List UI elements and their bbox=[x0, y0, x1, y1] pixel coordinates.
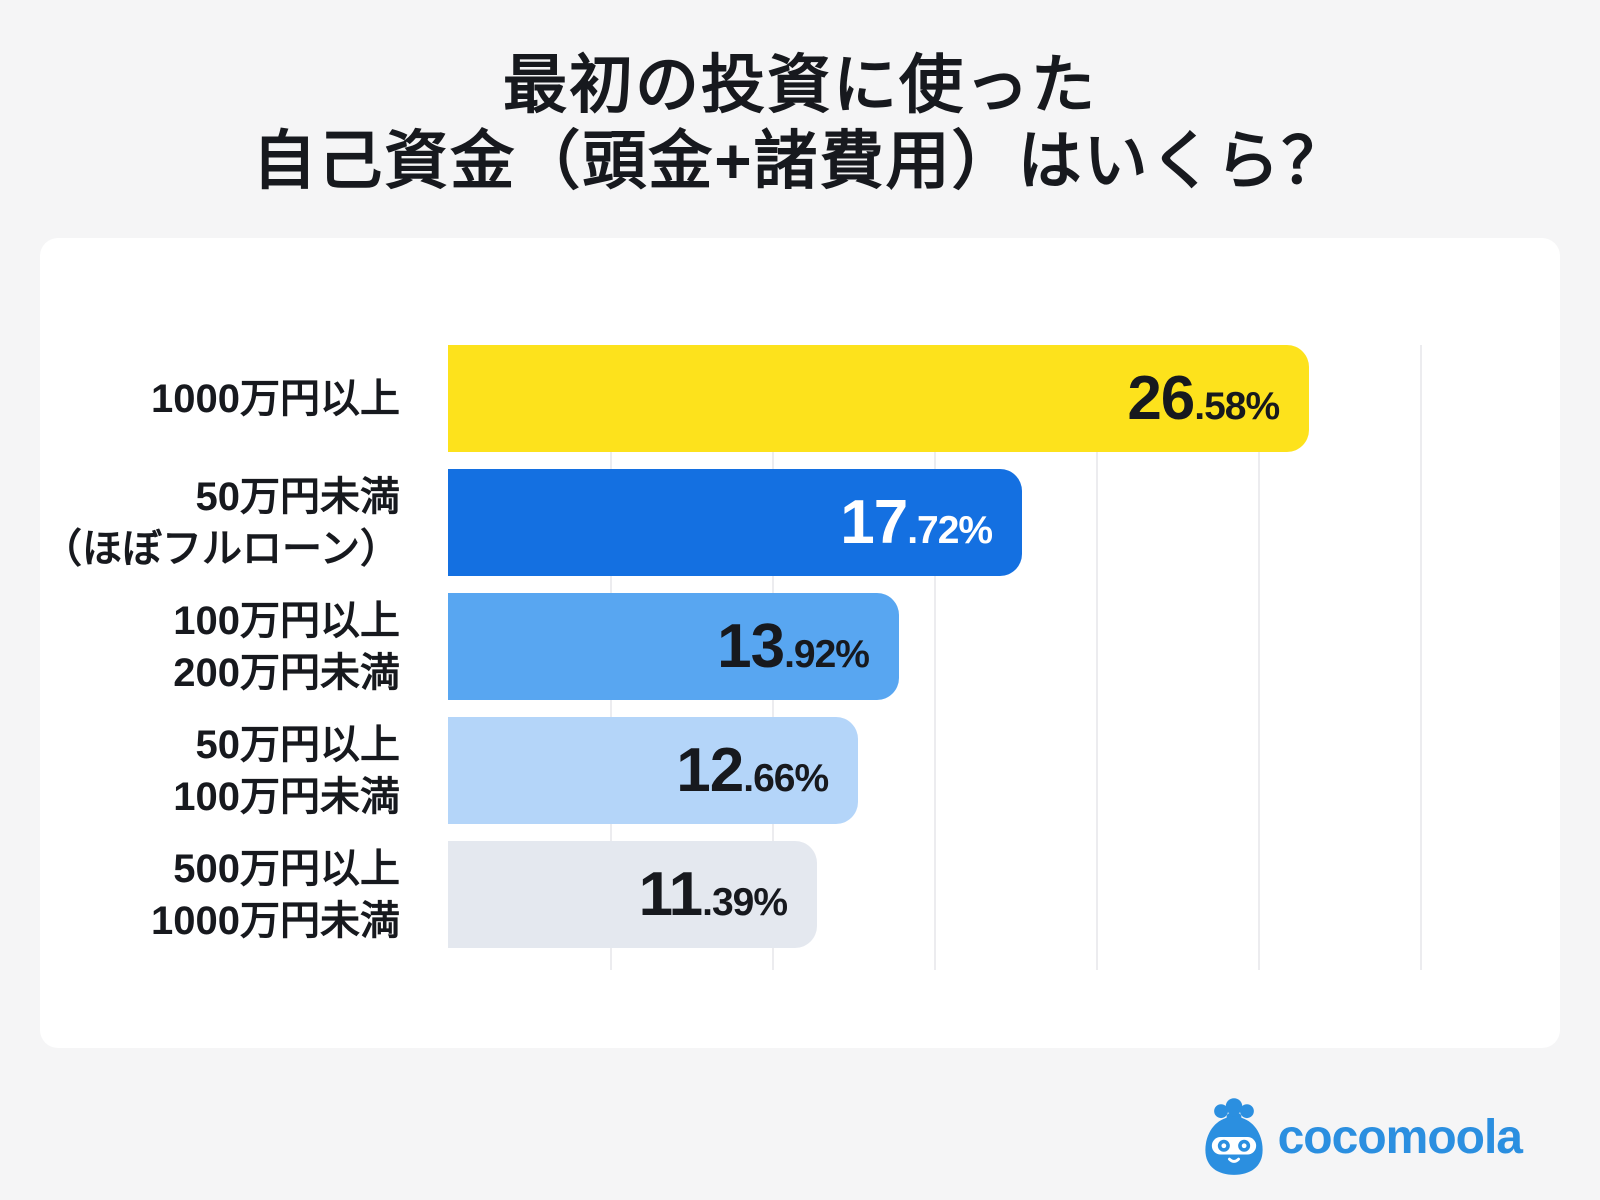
category-label: 50万円未満 （ほぼフルローン） bbox=[42, 474, 400, 571]
gridline-20pct bbox=[1096, 345, 1098, 970]
value-integer: 17 bbox=[840, 488, 908, 557]
category-label: 500万円以上 1000万円未満 bbox=[151, 846, 400, 943]
value-fraction: .72% bbox=[907, 509, 993, 552]
chart-row: 1000万円以上 26.58% bbox=[40, 345, 1560, 452]
chart-card: 1000万円以上 26.58% 50万円未満 （ほぼフルローン） 17.72% 100万円… bbox=[40, 238, 1560, 1048]
brand-logo-text: cocomoola bbox=[1277, 1110, 1523, 1164]
category-label: 1000万円以上 bbox=[151, 376, 400, 421]
chart-row: 50万円未満 （ほぼフルローン） 17.72% bbox=[40, 469, 1560, 576]
value-label: 17.72% bbox=[840, 487, 993, 558]
value-fraction: .66% bbox=[743, 757, 829, 800]
bar-rows: 1000万円以上 26.58% 50万円未満 （ほぼフルローン） 17.72% 100万円… bbox=[40, 345, 1560, 965]
title-line-1: 最初の投資に使った bbox=[503, 49, 1097, 121]
category-label: 100万円以上 200万円未満 bbox=[173, 598, 400, 695]
gridline-30pct bbox=[1420, 345, 1422, 970]
chart-title: 最初の投資に使った 自己資金（頭金+諸費用）はいくら？ bbox=[0, 48, 1600, 199]
gridline-25pct bbox=[1258, 345, 1260, 970]
value-integer: 11 bbox=[638, 860, 704, 929]
bar: 26.58% bbox=[448, 345, 1310, 452]
chart-row: 100万円以上 200万円未満 13.92% bbox=[40, 593, 1560, 700]
value-label: 13.92% bbox=[717, 611, 870, 682]
value-label: 12.66% bbox=[676, 735, 829, 806]
gridline-15pct bbox=[934, 345, 936, 970]
value-integer: 26 bbox=[1127, 364, 1195, 433]
value-fraction: .39% bbox=[702, 881, 788, 924]
bar: 17.72% bbox=[448, 469, 1023, 576]
value-fraction: .58% bbox=[1194, 385, 1280, 428]
bar: 13.92% bbox=[448, 593, 899, 700]
value-label: 26.58% bbox=[1127, 363, 1280, 434]
category-label: 50万円以上 100万円未満 bbox=[173, 722, 400, 819]
money-bag-mascot-icon bbox=[1204, 1098, 1263, 1175]
title-line-2: 自己資金（頭金+諸費用）はいくら？ bbox=[252, 124, 1348, 197]
bar: 12.66% bbox=[448, 717, 859, 824]
value-fraction: .92% bbox=[784, 633, 870, 676]
bar: 11.39% bbox=[448, 841, 818, 948]
chart-row: 50万円以上 100万円未満 12.66% bbox=[40, 717, 1560, 824]
brand-logo: cocomoola bbox=[1198, 1098, 1523, 1176]
value-label: 11.39% bbox=[638, 859, 788, 930]
value-integer: 12 bbox=[676, 736, 744, 805]
chart-row: 500万円以上 1000万円未満 11.39% bbox=[40, 841, 1560, 948]
value-integer: 13 bbox=[717, 612, 785, 681]
